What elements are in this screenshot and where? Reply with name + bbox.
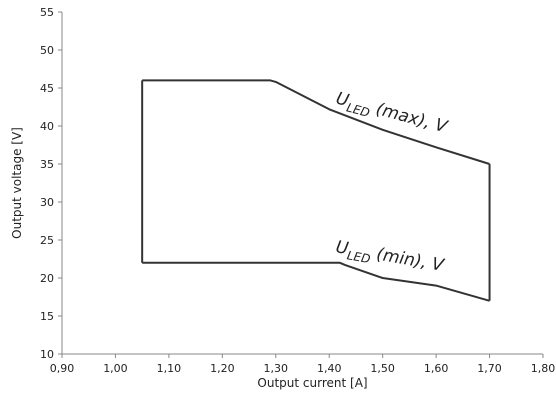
y-axis-title: Output voltage [V] xyxy=(10,127,24,239)
axes xyxy=(58,11,544,358)
ulded-min-label-sub: LED xyxy=(346,248,372,266)
y-tick-label: 20 xyxy=(40,272,54,285)
x-axis-title: Output current [A] xyxy=(257,376,367,390)
y-tick-label: 50 xyxy=(40,44,54,57)
lower-voltage-curve xyxy=(142,261,490,302)
ulded-min-label-main: U xyxy=(334,237,350,259)
y-tick-label: 15 xyxy=(40,310,54,323)
upper-voltage-curve xyxy=(142,79,490,165)
tick-labels: 10 15 20 25 30 35 40 45 50 55 0,90 1,00 1,10 1,20 1,30… xyxy=(40,6,555,375)
x-tick-label: 1,60 xyxy=(424,362,449,375)
x-tick-label: 1,30 xyxy=(264,362,289,375)
ulded-min-label: ULED (min), V xyxy=(334,237,447,279)
ulded-min-label-rest: (min), V xyxy=(370,243,447,276)
ulded-max-label-main: U xyxy=(334,89,352,112)
y-tick-label: 45 xyxy=(40,82,54,95)
ulded-max-label-sub: LED xyxy=(345,100,371,120)
x-tick-label: 0,90 xyxy=(50,362,75,375)
ulded-max-label-rest: (max), V xyxy=(368,98,450,138)
x-tick-label: 1,00 xyxy=(103,362,128,375)
y-tick-label: 35 xyxy=(40,158,54,171)
x-tick-label: 1,20 xyxy=(210,362,235,375)
y-tick-label: 40 xyxy=(40,120,54,133)
x-tick-label: 1,10 xyxy=(157,362,182,375)
x-tick-label: 1,80 xyxy=(531,362,556,375)
y-tick-label: 10 xyxy=(40,348,54,361)
x-tick-label: 1,40 xyxy=(317,362,342,375)
y-tick-label: 25 xyxy=(40,234,54,247)
x-tick-label: 1,70 xyxy=(477,362,502,375)
x-tick-label: 1,50 xyxy=(370,362,395,375)
series xyxy=(141,79,491,302)
y-tick-label: 55 xyxy=(40,6,54,19)
y-tick-label: 30 xyxy=(40,196,54,209)
